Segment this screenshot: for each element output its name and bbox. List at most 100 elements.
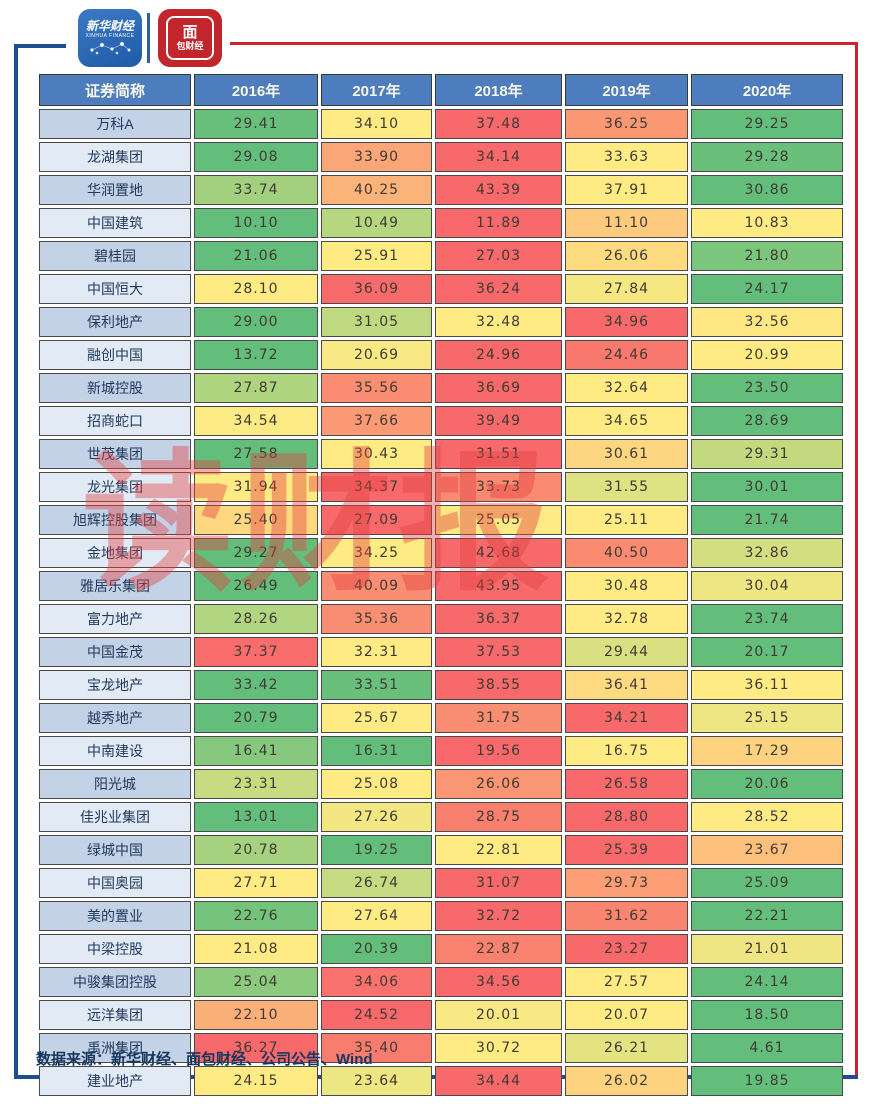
table-row: 中国金茂 37.37 32.31 37.53 29.44 20.17 (39, 637, 843, 667)
column-header: 2017年 (321, 74, 432, 106)
column-header: 2020年 (691, 74, 843, 106)
value-cell: 34.65 (565, 406, 688, 436)
column-header: 2016年 (194, 74, 318, 106)
company-name-cell: 宝龙地产 (39, 670, 191, 700)
value-cell: 32.86 (691, 538, 843, 568)
value-cell: 26.21 (565, 1033, 688, 1063)
company-name-cell: 富力地产 (39, 604, 191, 634)
company-name-cell: 保利地产 (39, 307, 191, 337)
value-cell: 19.56 (435, 736, 562, 766)
value-cell: 23.64 (321, 1066, 432, 1096)
company-name-cell: 中国奥园 (39, 868, 191, 898)
value-cell: 29.25 (691, 109, 843, 139)
value-cell: 38.55 (435, 670, 562, 700)
value-cell: 31.51 (435, 439, 562, 469)
company-name-cell: 中国建筑 (39, 208, 191, 238)
bread-icon: 面 包财经 (166, 16, 214, 60)
value-cell: 34.54 (194, 406, 318, 436)
frame-right-red-line (855, 42, 858, 1079)
value-cell: 16.75 (565, 736, 688, 766)
value-cell: 39.49 (435, 406, 562, 436)
value-cell: 35.56 (321, 373, 432, 403)
value-cell: 16.31 (321, 736, 432, 766)
value-cell: 34.56 (435, 967, 562, 997)
table-row: 中国建筑 10.10 10.49 11.89 11.10 10.83 (39, 208, 843, 238)
mianbao-logo-char: 面 (182, 23, 198, 41)
value-cell: 37.53 (435, 637, 562, 667)
value-cell: 21.06 (194, 241, 318, 271)
value-cell: 28.52 (691, 802, 843, 832)
xinhua-logo-text: 新华财经 (85, 19, 134, 33)
value-cell: 30.72 (435, 1033, 562, 1063)
value-cell: 28.10 (194, 274, 318, 304)
value-cell: 32.78 (565, 604, 688, 634)
xinhua-logo-subtext: XINHUA FINANCE (85, 33, 135, 39)
value-cell: 31.07 (435, 868, 562, 898)
value-cell: 4.61 (691, 1033, 843, 1063)
value-cell: 34.44 (435, 1066, 562, 1096)
value-cell: 35.40 (321, 1033, 432, 1063)
table-row: 中南建设 16.41 16.31 19.56 16.75 17.29 (39, 736, 843, 766)
value-cell: 23.27 (565, 934, 688, 964)
value-cell: 28.26 (194, 604, 318, 634)
company-name-cell: 中国恒大 (39, 274, 191, 304)
value-cell: 24.17 (691, 274, 843, 304)
value-cell: 27.26 (321, 802, 432, 832)
company-name-cell: 建业地产 (39, 1066, 191, 1096)
frame-top-red-line (230, 42, 858, 45)
value-cell: 25.67 (321, 703, 432, 733)
table-row: 越秀地产 20.79 25.67 31.75 34.21 25.15 (39, 703, 843, 733)
value-cell: 26.06 (435, 769, 562, 799)
table-row: 碧桂园 21.06 25.91 27.03 26.06 21.80 (39, 241, 843, 271)
value-cell: 27.58 (194, 439, 318, 469)
table-row: 中国奥园 27.71 26.74 31.07 29.73 25.09 (39, 868, 843, 898)
frame-topleft-blue-line (14, 44, 66, 48)
company-name-cell: 美的置业 (39, 901, 191, 931)
mianbao-finance-logo: 面 包财经 (158, 9, 222, 67)
value-cell: 40.09 (321, 571, 432, 601)
value-cell: 26.02 (565, 1066, 688, 1096)
table-header-row: 证券简称 2016年 2017年 2018年 2019年 2020年 (39, 74, 843, 106)
value-cell: 25.04 (194, 967, 318, 997)
value-cell: 29.28 (691, 142, 843, 172)
table-row: 禹洲集团 36.27 35.40 30.72 26.21 4.61 (39, 1033, 843, 1063)
value-cell: 37.66 (321, 406, 432, 436)
value-cell: 35.36 (321, 604, 432, 634)
company-name-cell: 中国金茂 (39, 637, 191, 667)
value-cell: 25.11 (565, 505, 688, 535)
value-cell: 34.21 (565, 703, 688, 733)
value-cell: 37.48 (435, 109, 562, 139)
xinhua-finance-logo: 新华财经 XINHUA FINANCE (78, 9, 142, 67)
company-name-cell: 世茂集团 (39, 439, 191, 469)
value-cell: 33.51 (321, 670, 432, 700)
value-cell: 31.55 (565, 472, 688, 502)
value-cell: 34.14 (435, 142, 562, 172)
table-row: 美的置业 22.76 27.64 32.72 31.62 22.21 (39, 901, 843, 931)
value-cell: 13.01 (194, 802, 318, 832)
company-name-cell: 新城控股 (39, 373, 191, 403)
value-cell: 32.31 (321, 637, 432, 667)
table-row: 新城控股 27.87 35.56 36.69 32.64 23.50 (39, 373, 843, 403)
network-dots-icon (90, 41, 131, 55)
value-cell: 23.67 (691, 835, 843, 865)
value-cell: 26.06 (565, 241, 688, 271)
value-cell: 27.03 (435, 241, 562, 271)
company-name-cell: 万科A (39, 109, 191, 139)
logo-divider (147, 13, 150, 63)
value-cell: 29.41 (194, 109, 318, 139)
table-row: 融创中国 13.72 20.69 24.96 24.46 20.99 (39, 340, 843, 370)
value-cell: 16.41 (194, 736, 318, 766)
table-container: 证券简称 2016年 2017年 2018年 2019年 2020年 万科A 29.41 34… (36, 71, 846, 1099)
value-cell: 27.64 (321, 901, 432, 931)
company-name-cell: 雅居乐集团 (39, 571, 191, 601)
table-row: 远洋集团 22.10 24.52 20.01 20.07 18.50 (39, 1000, 843, 1030)
value-cell: 20.07 (565, 1000, 688, 1030)
value-cell: 29.44 (565, 637, 688, 667)
company-name-cell: 中梁控股 (39, 934, 191, 964)
value-cell: 27.57 (565, 967, 688, 997)
company-name-cell: 龙湖集团 (39, 142, 191, 172)
value-cell: 21.74 (691, 505, 843, 535)
value-cell: 20.17 (691, 637, 843, 667)
value-cell: 34.37 (321, 472, 432, 502)
